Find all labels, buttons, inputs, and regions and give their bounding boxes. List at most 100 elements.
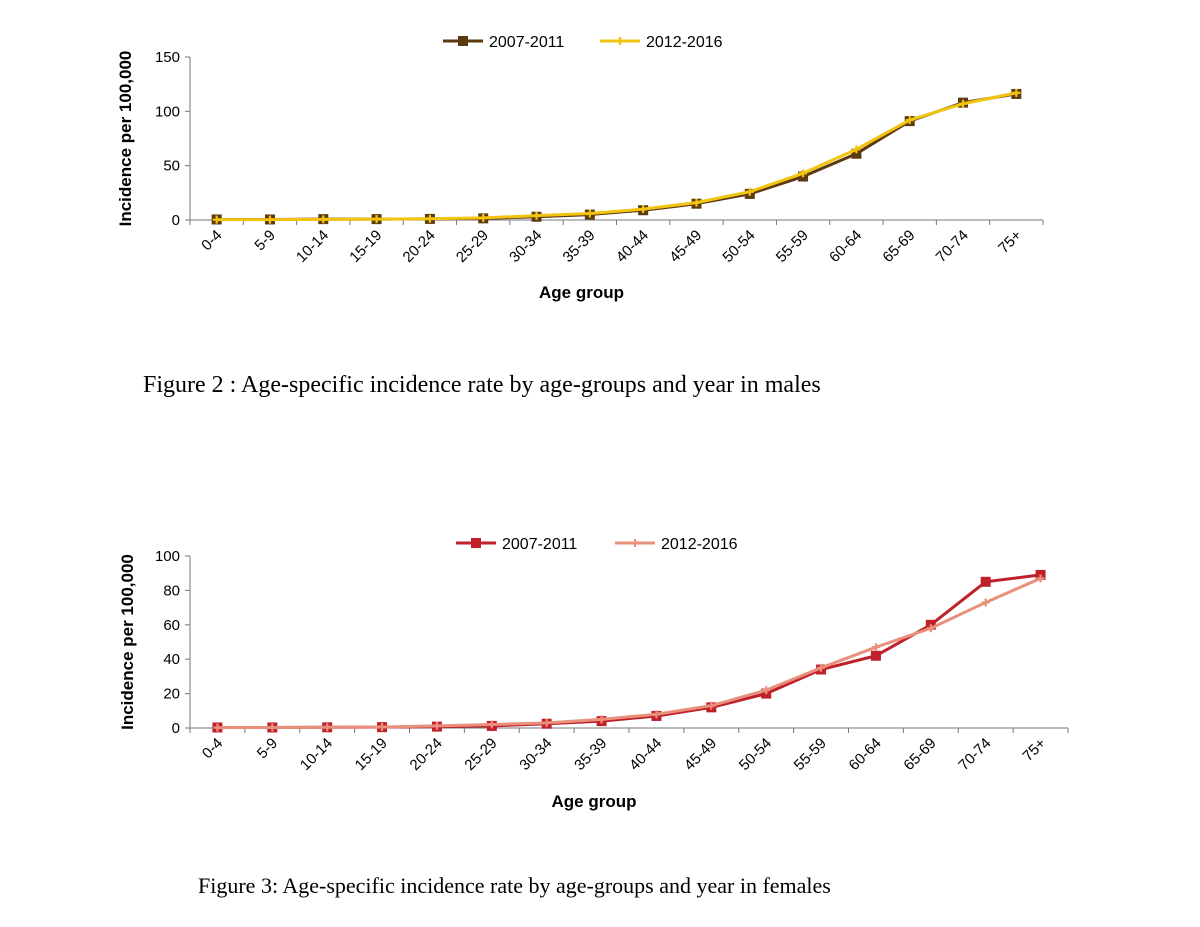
legend-label: 2012-2016 [646, 34, 723, 51]
y-axis-title: Incidence per 100,000 [116, 51, 135, 227]
x-tick-label: 20-24 [407, 735, 446, 774]
data-point [1036, 574, 1045, 583]
x-tick-label: 55-59 [791, 735, 830, 774]
legend-label: 2012-2016 [661, 536, 738, 553]
data-point [319, 215, 328, 224]
y-tick-label: 20 [163, 686, 180, 703]
data-point [980, 576, 991, 587]
data-point [762, 686, 771, 695]
data-point [425, 214, 434, 223]
y-tick-label: 60 [163, 617, 180, 634]
data-point [542, 718, 551, 727]
figure-2-caption: Figure 2 : Age-specific incidence rate b… [143, 372, 821, 398]
data-point [852, 145, 861, 154]
series-line [216, 92, 1017, 221]
legend-item: 2012-2016 [600, 34, 723, 51]
data-point [745, 187, 754, 196]
data-point [378, 722, 387, 731]
y-axis-title: Incidence per 100,000 [118, 554, 137, 730]
x-tick-label: 70-74 [955, 735, 994, 774]
x-tick-label: 30-34 [506, 227, 545, 266]
data-point [265, 215, 274, 224]
x-tick-label: 75+ [995, 227, 1025, 257]
y-tick-label: 0 [172, 212, 180, 229]
y-tick-label: 100 [155, 103, 180, 120]
x-tick-label: 50-54 [736, 735, 775, 774]
x-tick-label: 45-49 [681, 735, 720, 774]
y-tick-label: 50 [163, 158, 180, 175]
data-point [597, 715, 606, 724]
series-2007-2011 [211, 88, 1022, 225]
x-tick-label: 10-14 [297, 735, 336, 774]
data-point [372, 215, 381, 224]
data-point [323, 723, 332, 732]
x-tick-label: 40-44 [626, 735, 665, 774]
series-2012-2016 [212, 88, 1021, 224]
x-axis-title: Age group [539, 283, 624, 302]
legend-item: 2012-2016 [615, 536, 738, 553]
data-point [487, 720, 496, 729]
figure-3-caption: Figure 3: Age-specific incidence rate by… [198, 873, 831, 898]
x-tick-label: 10-14 [293, 227, 332, 266]
data-point [585, 209, 594, 218]
x-tick-label: 50-54 [719, 227, 758, 266]
series-line [216, 91, 1017, 222]
x-tick-label: 25-29 [453, 227, 492, 266]
series-2012-2016 [213, 574, 1045, 732]
series-2007-2011 [212, 569, 1046, 733]
x-tick-label: 15-19 [346, 227, 385, 266]
data-point [981, 598, 990, 607]
legend-swatch-marker [471, 538, 481, 548]
x-tick-label: 70-74 [933, 227, 972, 266]
x-tick-label: 60-64 [846, 735, 885, 774]
x-tick-label: 65-69 [879, 227, 918, 266]
x-tick-label: 5-9 [254, 735, 281, 762]
x-tick-label: 5-9 [251, 227, 278, 254]
legend-label: 2007-2011 [502, 536, 577, 553]
data-point [692, 198, 701, 207]
data-point [707, 701, 716, 710]
legend-swatch-marker [458, 36, 468, 46]
x-tick-label: 75+ [1019, 735, 1049, 765]
data-point [851, 148, 862, 159]
data-point [1012, 88, 1021, 97]
x-tick-label: 35-39 [571, 735, 610, 774]
series-line [217, 573, 1041, 729]
female-incidence-chart: 0 20 40 60 80 100 0-4 5-9 10-14 15-19 20-24 25-29 30… [118, 536, 1069, 811]
data-point [817, 663, 826, 672]
data-point [905, 116, 914, 125]
x-tick-label: 60-64 [826, 227, 865, 266]
data-point [871, 643, 880, 652]
x-axis-title: Age group [552, 792, 637, 811]
x-tick-label: 0-4 [199, 735, 226, 762]
x-tick-label: 35-39 [560, 227, 599, 266]
legend-label: 2007-2011 [489, 34, 564, 51]
series-line [217, 576, 1042, 730]
data-point [532, 211, 541, 220]
male-incidence-chart: 0 50 100 150 0-4 5-9 10-14 15-19 20-24 25-29 30-34… [116, 34, 1044, 302]
x-tick-label: 25-29 [461, 735, 500, 774]
x-tick-label: 0-4 [198, 227, 225, 254]
data-point [959, 99, 968, 108]
data-point [652, 710, 661, 719]
y-tick-label: 100 [155, 548, 180, 565]
data-point [870, 650, 881, 661]
legend-item: 2007-2011 [456, 536, 577, 553]
x-tick-label: 40-44 [613, 227, 652, 266]
data-point [212, 215, 221, 224]
legend-swatch-marker [616, 37, 624, 45]
data-point [268, 723, 277, 732]
y-tick-label: 80 [163, 582, 180, 599]
x-tick-label: 20-24 [400, 227, 439, 266]
data-point [213, 723, 222, 732]
y-tick-label: 0 [172, 720, 180, 737]
data-point [432, 721, 441, 730]
data-point [639, 205, 648, 214]
x-tick-label: 15-19 [352, 735, 391, 774]
data-point [926, 624, 935, 633]
x-tick-label: 45-49 [666, 227, 705, 266]
x-tick-label: 55-59 [773, 227, 812, 266]
legend-swatch-marker [631, 539, 639, 547]
y-tick-label: 40 [163, 651, 180, 668]
x-tick-label: 30-34 [516, 735, 555, 774]
